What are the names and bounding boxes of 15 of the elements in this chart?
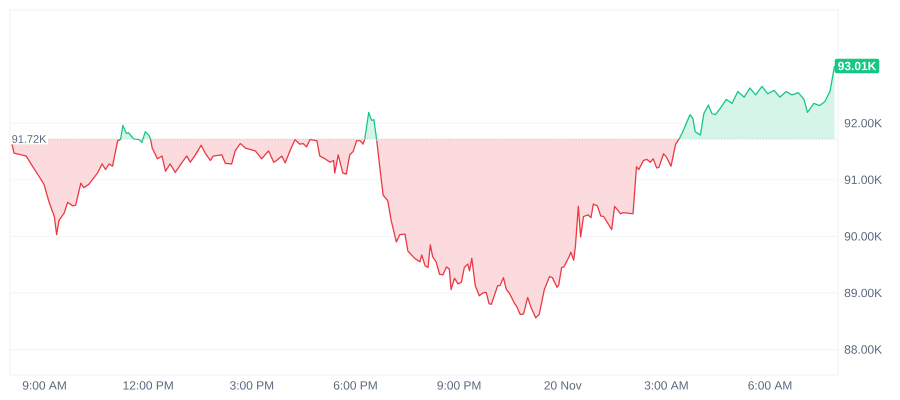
annotation: 93.01K	[838, 62, 876, 70]
x-tick-label: 6:00 AM	[748, 381, 792, 390]
x-tick-label: 20 Nov	[544, 381, 582, 390]
ref-line-label: 91.72K	[12, 135, 46, 143]
x-tick-label: 9:00 PM	[437, 381, 480, 390]
y-tick-label: 88.00K	[844, 345, 882, 354]
x-tick-label: 6:00 PM	[334, 381, 377, 390]
x-tick-label: 9:00 AM	[22, 381, 66, 390]
y-tick-label: 91.00K	[844, 176, 882, 184]
x-tick-label: 3:00 PM	[230, 381, 274, 390]
y-tick-label: 90.00K	[844, 232, 882, 241]
x-tick-label: 3:00 AM	[644, 381, 688, 390]
x-tick-label: 12:00 PM	[124, 381, 173, 390]
y-tick-label: 92.00K	[844, 118, 882, 128]
y-tick-label: 89.00K	[844, 288, 882, 298]
